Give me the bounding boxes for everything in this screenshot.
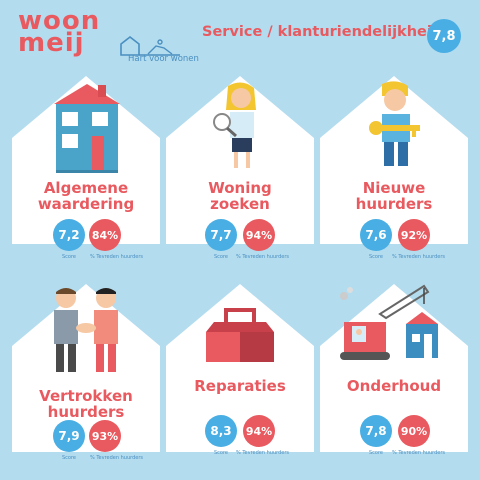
handshake-icon (54, 288, 118, 372)
card-title-line2: waardering (37, 195, 135, 213)
percentage-badge: 90% (398, 415, 430, 447)
toolbox-icon (206, 308, 274, 362)
score-label: Score (214, 254, 229, 260)
card-vertrokken-huurders: Vertrokken huurders 7,9 93% Score % Tevr… (12, 284, 160, 461)
score-label: Score (369, 450, 384, 456)
brand-logo: woon meij Hart voor wonen (18, 6, 199, 70)
card-title-line1: Onderhoud (346, 377, 442, 395)
score-badge: 7,7 (205, 219, 237, 251)
card-house-shape (166, 76, 314, 244)
brand-tagline: Hart voor wonen (128, 54, 199, 64)
card-algemene-waardering: Algemene waardering 7,2 84% Score % Tevr… (12, 76, 160, 260)
man-key-icon (369, 81, 420, 166)
card-house-shape (166, 284, 314, 452)
card-onderhoud: Onderhoud 7,8 90% Score % Tevreden huurd… (320, 284, 468, 456)
score-badge: 7,2 (53, 219, 85, 251)
woman-magnifier-icon (213, 82, 256, 168)
score-badge: 7,8 (360, 415, 392, 447)
percentage-badge: 84% (89, 219, 121, 251)
card-woning-zoeken: Woning zoeken 7,7 94% Score % Tevreden h… (166, 76, 314, 260)
score-label: Score (214, 450, 229, 456)
card-title-line2: zoeken (210, 195, 270, 213)
card-title-line1: Reparaties (194, 377, 286, 395)
house-icon (54, 84, 120, 173)
house-outline-icon (120, 36, 180, 56)
score-label: Score (62, 254, 77, 260)
card-title-line1: Algemene (43, 179, 129, 197)
crane-icon (340, 284, 438, 360)
brand-name-line1: woon (18, 6, 101, 36)
card-title-line1: Nieuwe (362, 179, 426, 197)
page-title: Service / klanturiendelijkheid (202, 24, 443, 40)
percentage-label: % Tevreden huurders (392, 450, 445, 456)
card-reparaties: Reparaties 8,3 94% Score % Tevreden huur… (166, 284, 314, 456)
card-title-line1: Vertrokken (39, 387, 133, 405)
score-badge: 8,3 (205, 415, 237, 447)
overall-score-badge: 7,8 (427, 19, 461, 53)
percentage-label: % Tevreden huurders (90, 455, 143, 461)
card-title-line2: huurders (47, 403, 125, 421)
card-house-shape (12, 284, 160, 452)
percentage-badge: 92% (398, 219, 430, 251)
percentage-badge: 94% (243, 219, 275, 251)
score-badge: 7,9 (53, 420, 85, 452)
percentage-label: % Tevreden huurders (90, 254, 143, 260)
percentage-badge: 93% (89, 420, 121, 452)
percentage-label: % Tevreden huurders (236, 450, 289, 456)
score-label: Score (62, 455, 77, 461)
score-label: Score (369, 254, 384, 260)
brand-name-line2: meij (18, 28, 85, 58)
percentage-label: % Tevreden huurders (236, 254, 289, 260)
card-nieuwe-huurders: Nieuwe huurders 7,6 92% Score % Tevreden… (320, 76, 468, 260)
card-title-line2: huurders (355, 195, 433, 213)
percentage-badge: 94% (243, 415, 275, 447)
percentage-label: % Tevreden huurders (392, 254, 445, 260)
score-badge: 7,6 (360, 219, 392, 251)
card-title-line1: Woning (208, 179, 272, 197)
